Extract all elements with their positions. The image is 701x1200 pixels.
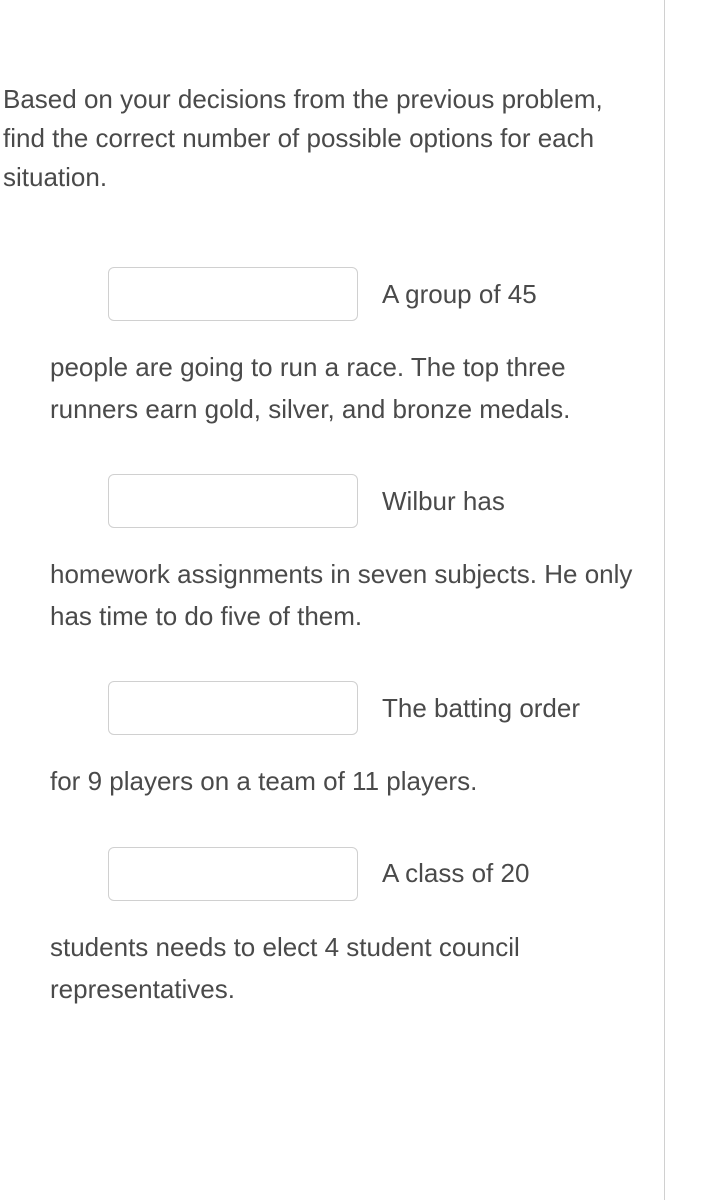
continuation-text-1: people are going to run a race. The top … bbox=[50, 347, 634, 430]
questions-container: A group of 45 people are going to run a … bbox=[0, 267, 664, 1010]
inline-text-4: A class of 20 bbox=[382, 858, 529, 889]
input-row-1: A group of 45 bbox=[50, 267, 634, 321]
answer-input-1[interactable] bbox=[108, 267, 358, 321]
question-block-1: A group of 45 people are going to run a … bbox=[50, 267, 634, 430]
inline-text-3: The batting order bbox=[382, 693, 580, 724]
question-block-3: The batting order for 9 players on a tea… bbox=[50, 681, 634, 803]
continuation-text-3: for 9 players on a team of 11 players. bbox=[50, 761, 634, 803]
input-row-2: Wilbur has bbox=[50, 474, 634, 528]
content-wrapper: Based on your decisions from the previou… bbox=[0, 0, 665, 1200]
question-block-2: Wilbur has homework assignments in seven… bbox=[50, 474, 634, 637]
instruction-text: Based on your decisions from the previou… bbox=[0, 80, 664, 197]
input-row-3: The batting order bbox=[50, 681, 634, 735]
continuation-text-2: homework assignments in seven subjects. … bbox=[50, 554, 634, 637]
input-row-4: A class of 20 bbox=[50, 847, 634, 901]
inline-text-2: Wilbur has bbox=[382, 486, 505, 517]
question-block-4: A class of 20 students needs to elect 4 … bbox=[50, 847, 634, 1010]
answer-input-2[interactable] bbox=[108, 474, 358, 528]
answer-input-4[interactable] bbox=[108, 847, 358, 901]
inline-text-1: A group of 45 bbox=[382, 279, 537, 310]
continuation-text-4: students needs to elect 4 student counci… bbox=[50, 927, 634, 1010]
answer-input-3[interactable] bbox=[108, 681, 358, 735]
